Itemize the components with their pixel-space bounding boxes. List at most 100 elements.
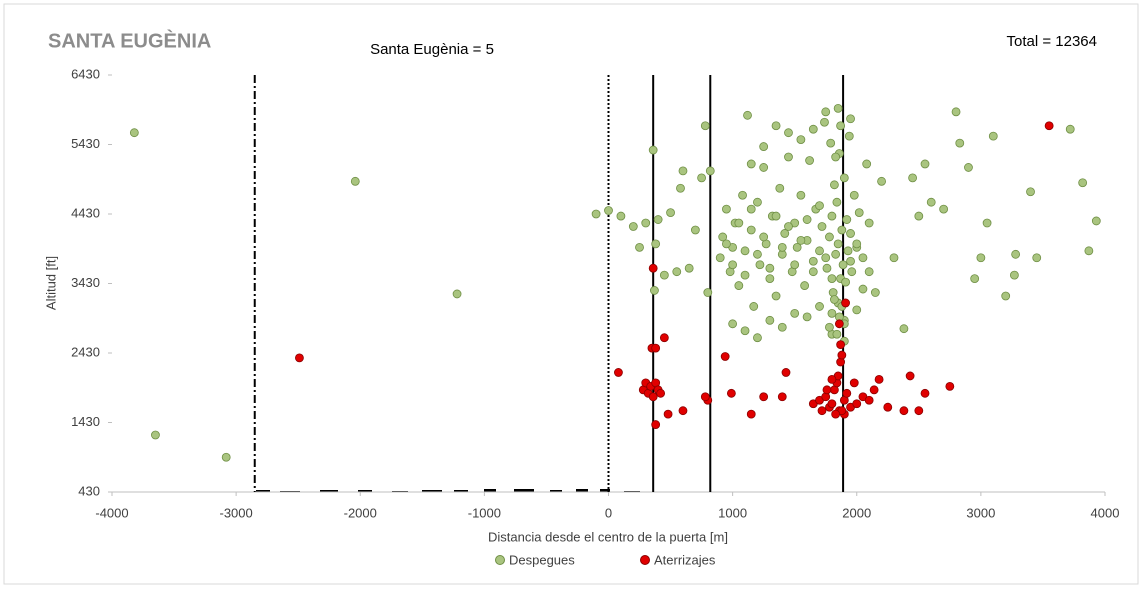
point	[129, 128, 139, 138]
point	[753, 197, 762, 207]
point	[452, 289, 462, 299]
point	[899, 406, 909, 416]
point	[614, 368, 623, 377]
point	[841, 277, 850, 287]
point	[722, 204, 731, 214]
point	[720, 352, 730, 361]
point	[834, 319, 844, 329]
point	[822, 385, 832, 395]
point	[775, 183, 785, 193]
point	[951, 107, 961, 117]
point	[815, 246, 824, 256]
point	[350, 176, 360, 186]
point	[905, 371, 915, 381]
point	[715, 253, 725, 263]
point	[889, 253, 899, 263]
point	[864, 267, 874, 277]
point	[648, 145, 658, 155]
point	[846, 256, 855, 266]
point	[759, 163, 769, 172]
point	[837, 350, 847, 360]
point	[858, 253, 868, 263]
point	[676, 183, 685, 193]
point	[926, 197, 936, 207]
point	[700, 121, 710, 131]
point	[858, 284, 868, 294]
point	[755, 260, 765, 270]
point	[722, 239, 731, 249]
point	[635, 242, 644, 252]
point	[836, 121, 846, 131]
x-tick-label: -3000	[220, 505, 253, 520]
chart-border	[3, 3, 1139, 585]
point	[822, 263, 832, 273]
point	[641, 218, 651, 228]
point	[1065, 124, 1075, 134]
point	[837, 225, 847, 235]
y-tick-label: 4430	[71, 205, 100, 220]
point	[659, 333, 669, 343]
point	[743, 110, 752, 120]
point	[870, 288, 880, 297]
point	[734, 218, 744, 228]
point	[832, 197, 842, 207]
point	[841, 298, 850, 308]
point	[874, 375, 884, 384]
point	[790, 308, 800, 318]
y-tick-label: 430	[78, 483, 100, 498]
point	[792, 242, 802, 252]
point	[827, 308, 837, 318]
point	[914, 211, 924, 221]
point	[746, 159, 756, 169]
point	[830, 295, 839, 304]
point	[718, 232, 728, 242]
legend-label: Despegues	[509, 552, 575, 567]
point	[869, 385, 879, 395]
point	[849, 378, 859, 388]
point	[854, 208, 864, 218]
point	[830, 180, 839, 190]
point	[826, 138, 836, 148]
point	[221, 452, 231, 462]
point	[846, 229, 855, 238]
point	[843, 246, 853, 256]
legend-marker	[495, 555, 505, 565]
x-tick-label: 3000	[966, 505, 995, 520]
point	[852, 305, 862, 315]
point	[777, 392, 787, 402]
point	[616, 211, 626, 221]
x-tick-label: -2000	[344, 505, 377, 520]
point	[844, 131, 854, 141]
point	[1009, 270, 1019, 280]
point	[703, 288, 713, 297]
point	[852, 239, 862, 249]
point	[651, 420, 661, 429]
point	[842, 388, 852, 398]
point	[656, 388, 666, 398]
point	[781, 368, 791, 377]
point	[833, 239, 843, 249]
point	[838, 260, 848, 270]
point	[939, 204, 949, 214]
point	[753, 333, 762, 343]
point	[740, 270, 750, 280]
point	[628, 222, 638, 231]
point	[849, 190, 859, 200]
point	[808, 256, 818, 266]
subtitle: Santa Eugènia = 5	[370, 41, 494, 58]
point	[836, 340, 846, 350]
point	[749, 302, 759, 311]
point	[920, 159, 930, 169]
point	[697, 173, 706, 183]
x-axis-label: Distancia desde el centro de la puerta […	[488, 529, 728, 544]
point	[765, 274, 775, 284]
point	[883, 402, 893, 412]
point	[831, 409, 841, 419]
point	[746, 409, 756, 419]
point	[666, 208, 675, 218]
point	[726, 388, 736, 398]
point	[825, 232, 834, 242]
point	[976, 253, 986, 263]
point	[1011, 249, 1021, 259]
